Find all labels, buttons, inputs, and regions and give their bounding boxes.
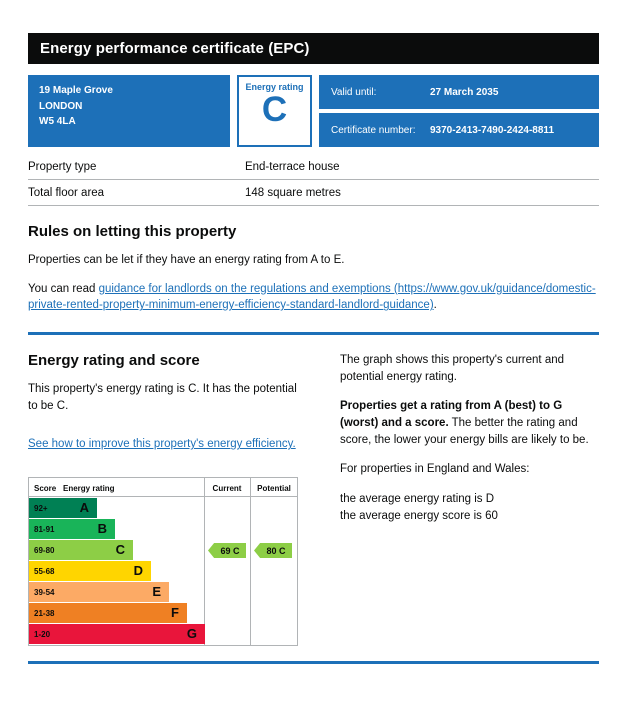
summary-meta-column: Valid until: 27 March 2035 Certificate n… [319,75,599,147]
rules-paragraph-2-suffix: . [433,299,437,312]
graph-explainer: The graph shows this property's current … [340,354,565,383]
potential-rating-value: 80 C [266,545,286,556]
certificate-number-box: Certificate number: 9370-2413-7490-2424-… [319,113,599,147]
epc-document: Energy performance certificate (EPC) 19 … [28,33,599,665]
chart-potential-header: Potential [257,484,291,494]
rules-paragraph-2: You can read guidance for landlords on t… [28,281,599,314]
energy-section-right-column: The graph shows this property's current … [340,352,599,646]
improve-efficiency-link[interactable]: See how to improve this property's energ… [28,438,296,451]
energy-rating-value: C [261,90,288,129]
property-type-value: End-terrace house [244,154,599,180]
band-g: 1-20 G [29,624,205,645]
band-letter: C [115,542,125,558]
current-rating-value: 69 C [220,545,240,556]
energy-rating-section: Energy rating and score This property's … [28,332,599,647]
floor-area-label: Total floor area [28,179,245,206]
rules-section: Rules on letting this property Propertie… [28,223,599,314]
address-line-2: LONDON [39,100,83,112]
band-letter: G [186,626,197,642]
band-c: 69-80 C [29,540,133,561]
band-score: 1-20 [34,630,51,640]
chart-rating-header: Energy rating [63,484,115,494]
address-line-3: W5 4LA [39,116,76,127]
certificate-header: Energy performance certificate (EPC) [28,33,599,64]
floor-area-value: 148 square metres [244,179,599,206]
band-letter: D [133,563,143,579]
rating-explainer-bold: Properties get a rating from A (best) to… [340,400,563,430]
property-details-table: Property type End-terrace house Total fl… [28,154,599,206]
chart-column-divider [250,478,251,646]
band-score: 92+ [34,504,48,514]
certificate-number-value: 9370-2413-7490-2424-8811 [430,124,554,136]
band-score: 69-80 [34,546,55,556]
band-a: 92+ A [29,498,97,519]
chart-score-header: Score [34,484,57,494]
summary-section: 19 Maple Grove LONDON W5 4LA Energy rati… [28,75,599,147]
band-score: 21-38 [34,609,55,619]
average-rating-line: the average energy rating is D [340,493,495,506]
page-title: Energy performance certificate (EPC) [40,40,310,57]
band-letter: B [97,521,107,537]
energy-rating-intro: This property's energy rating is C. It h… [28,383,297,412]
band-letter: E [152,584,161,600]
energy-rating-heading: Energy rating and score [28,352,200,370]
rules-heading: Rules on letting this property [28,223,237,240]
landlord-guidance-link[interactable]: guidance for landlords on the regulation… [28,282,596,312]
energy-rating-box: Energy rating C [237,75,312,147]
current-rating-marker: 69 C [208,543,246,559]
averages-intro: For properties in England and Wales: [340,463,530,476]
property-type-label: Property type [28,154,245,180]
valid-until-label: Valid until: [331,86,377,98]
address-line-1: 19 Maple Grove [39,85,113,96]
band-letter: A [79,500,89,516]
band-letter: F [171,605,179,621]
chart-column-divider [204,478,205,646]
band-b: 81-91 B [29,519,115,540]
band-score: 55-68 [34,567,55,577]
rating-explainer: Properties get a rating from A (best) to… [340,398,599,448]
rules-paragraph-2-prefix: You can read [28,282,99,295]
energy-section-left-column: Energy rating and score This property's … [28,352,300,647]
valid-until-value: 27 March 2035 [430,86,499,98]
certificate-number-label: Certificate number: [331,124,416,136]
table-row: Total floor area 148 square metres [28,179,599,206]
table-row: Property type End-terrace house [28,154,599,180]
band-score: 81-91 [34,525,55,535]
band-e: 39-54 E [29,582,169,603]
chart-current-header: Current [212,484,242,494]
bottom-divider [28,661,599,665]
band-score: 39-54 [34,588,55,598]
valid-until-box: Valid until: 27 March 2035 [319,75,599,109]
band-f: 21-38 F [29,603,187,624]
rules-paragraph-1: Properties can be let if they have an en… [28,254,345,266]
chart-header-row: Score Energy rating Current Potential [29,478,297,498]
energy-rating-label: Energy rating [245,82,304,92]
rating-explainer-rest: The better the rating and score, the low… [340,417,589,446]
potential-rating-marker: 80 C [254,543,292,559]
rating-bands: 92+ A 81-91 B 69-80 C 55-68 D [29,498,205,645]
average-score-line: the average energy score is 60 [340,509,498,522]
energy-rating-chart: Score Energy rating Current Potential 92… [28,477,298,647]
band-d: 55-68 D [29,561,151,582]
property-address-box: 19 Maple Grove LONDON W5 4LA [28,75,230,147]
